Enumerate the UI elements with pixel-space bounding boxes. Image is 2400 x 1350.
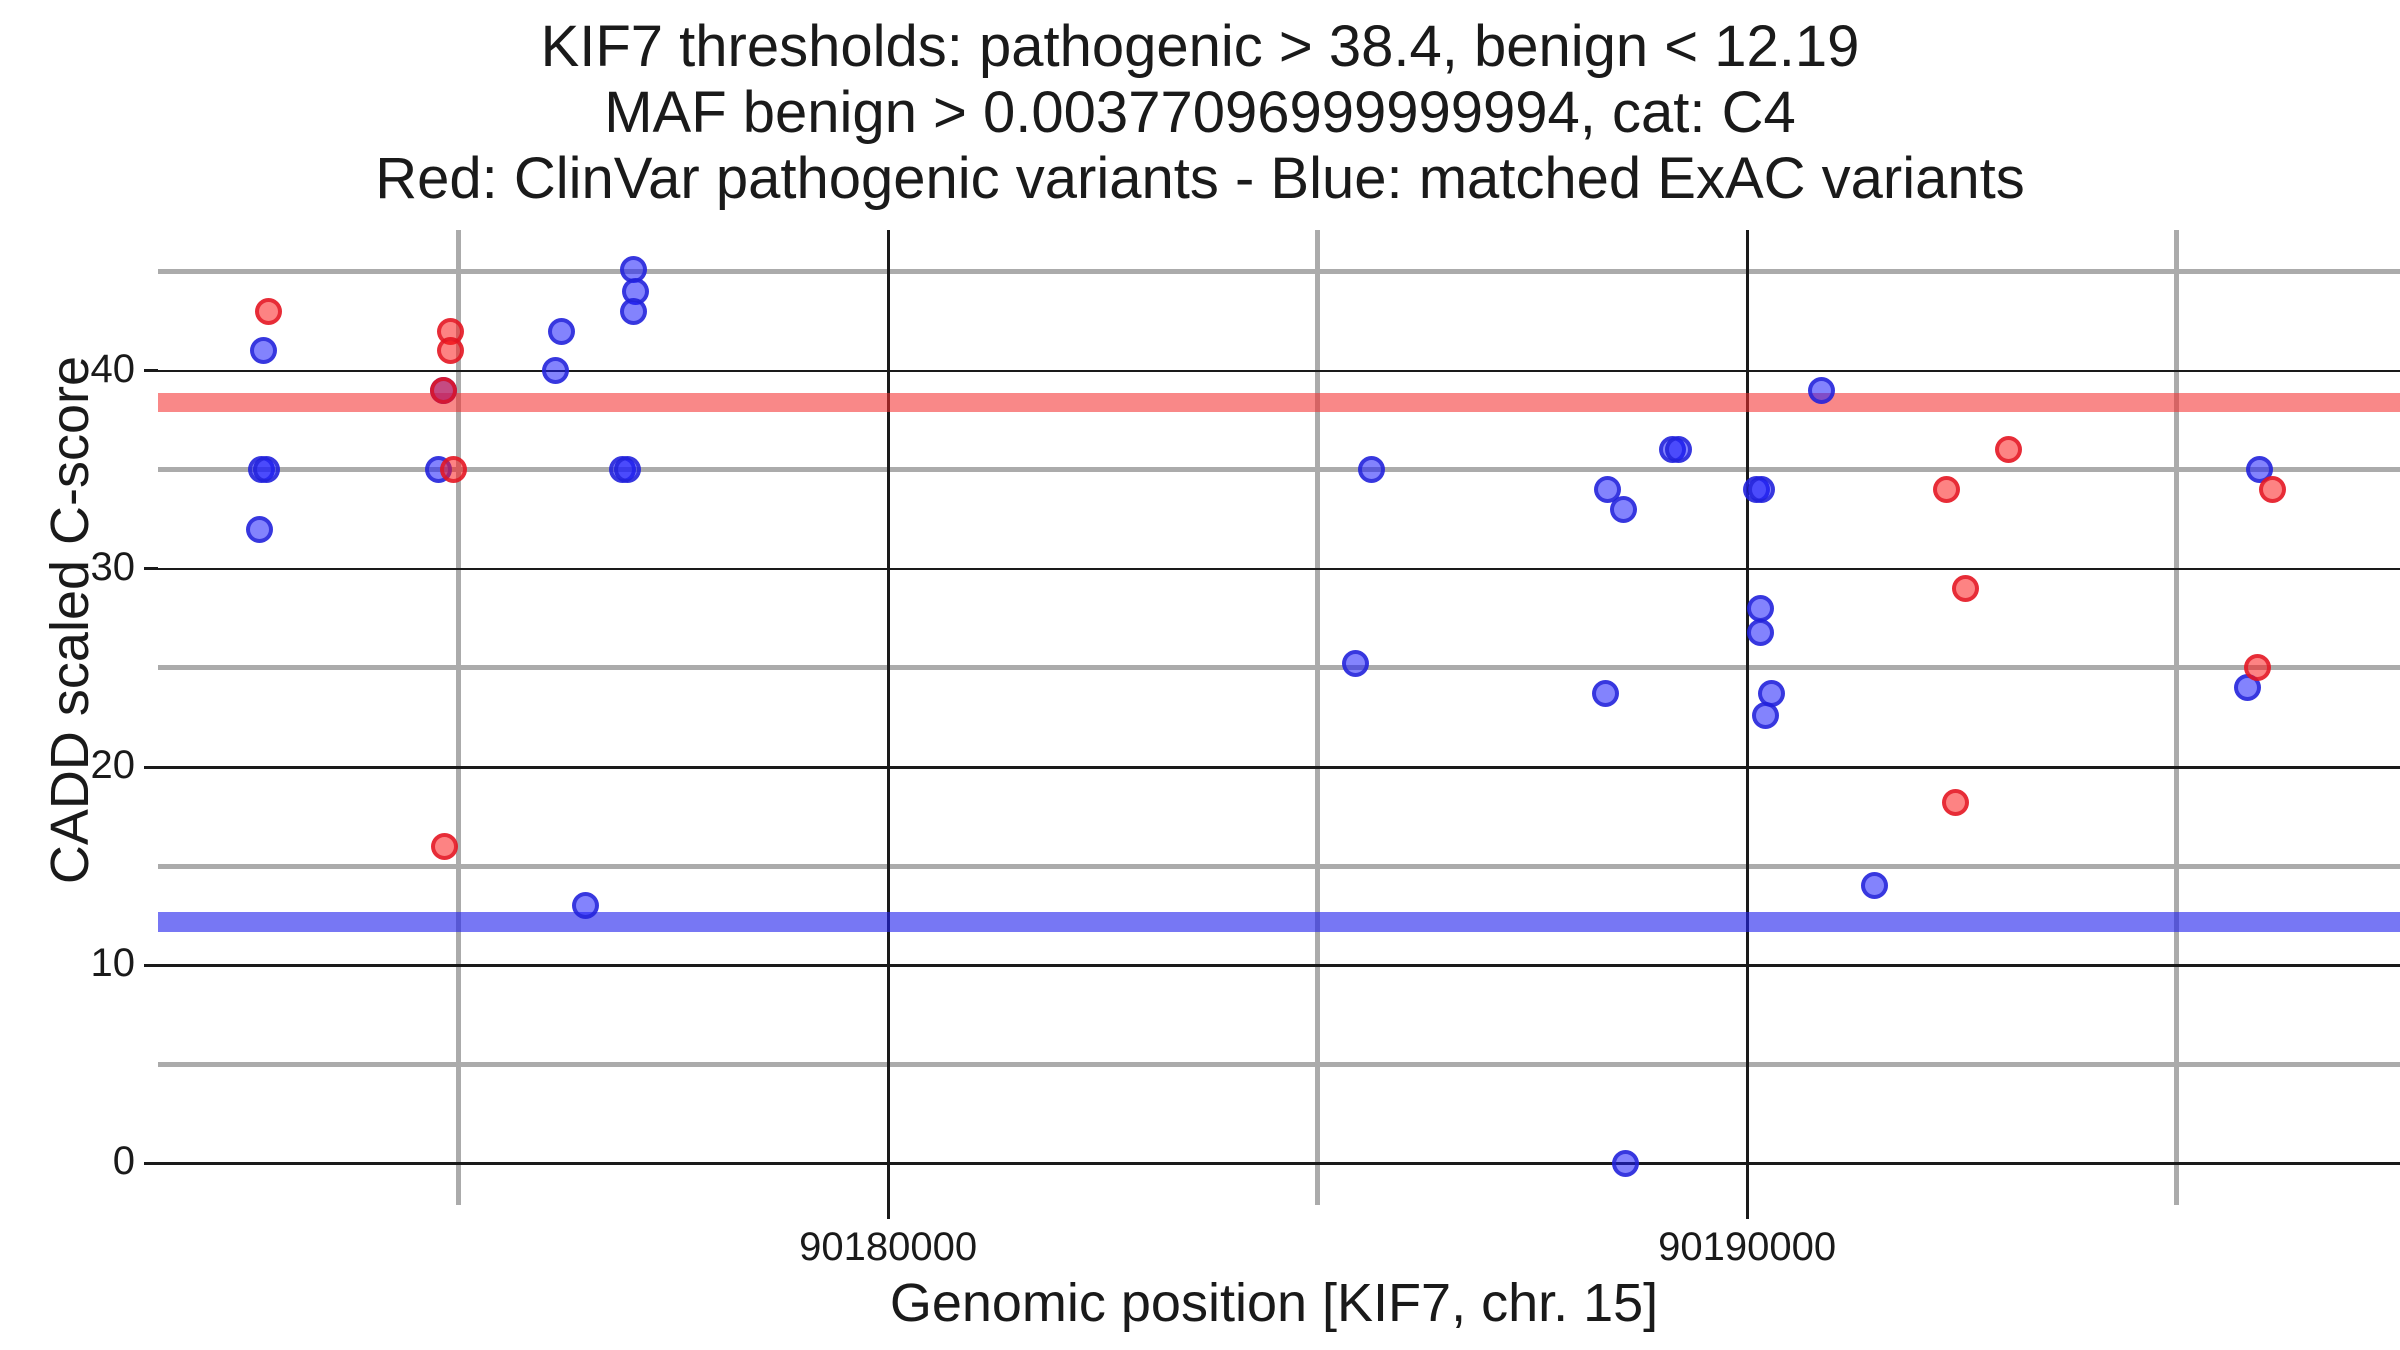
y-tick-label-0: 0 (112, 1139, 135, 1184)
red-variant-point (439, 456, 467, 484)
gridline-minor-x-90185000 (1315, 230, 1321, 1205)
gridline-minor-y-25 (158, 665, 2400, 671)
gridline-major-y-10 (158, 964, 2400, 967)
red-variant-point (255, 297, 283, 325)
red-variant-point (429, 377, 457, 405)
gridline-minor-x-90175000 (456, 230, 462, 1205)
x-axis-title: Genomic position [KIF7, chr. 15] (889, 1273, 1659, 1333)
red-variant-point (1941, 789, 1969, 817)
gridline-minor-x-90195000 (2174, 230, 2180, 1205)
y-tick-mark-20 (144, 765, 158, 769)
red-variant-point (2243, 654, 2271, 682)
red-variant-point (2258, 476, 2286, 504)
chart-title-line-legend: Red: ClinVar pathogenic variants - Blue:… (375, 146, 2025, 211)
gridline-minor-y-15 (158, 863, 2400, 869)
blue-variant-point (1751, 702, 1779, 730)
x-tick-label-90180000: 90180000 (799, 1225, 978, 1269)
gridline-major-x-90190000 (1746, 230, 1749, 1205)
x-tick-mark-90190000 (1745, 1205, 1749, 1219)
y-axis-title: CADD scaled C-score (40, 355, 100, 885)
blue-variant-point (1611, 1149, 1639, 1177)
y-tick-label-40: 40 (90, 346, 136, 391)
blue-variant-point (548, 317, 576, 345)
blue-variant-point (250, 337, 278, 365)
blue-variant-point (1746, 595, 1774, 622)
gridline-major-x-90180000 (887, 230, 890, 1205)
y-tick-label-30: 30 (90, 544, 136, 589)
blue-variant-point (245, 515, 273, 543)
blue-variant-point (1808, 377, 1836, 405)
blue-variant-point (252, 456, 280, 484)
blue-variant-point (1591, 680, 1619, 708)
y-tick-mark-40 (144, 369, 158, 373)
gridline-major-y-20 (158, 766, 2400, 769)
gridline-major-y-40 (158, 369, 2400, 373)
chart-title: KIF7 thresholds: pathogenic > 38.4, beni… (0, 14, 2400, 212)
chart-title-line-maf: MAF benign > 0.00377096999999994, cat: C… (604, 80, 1796, 145)
gridline-major-y-30 (158, 567, 2400, 571)
y-tick-mark-30 (144, 567, 158, 571)
red-variant-point (1951, 575, 1979, 603)
gridline-minor-y-45 (158, 269, 2400, 275)
blue-variant-point (620, 297, 648, 325)
blue-variant-point (1609, 495, 1637, 523)
red-variant-point (1994, 436, 2022, 464)
blue-variant-point (572, 892, 600, 920)
benign-threshold-band (158, 911, 2400, 932)
gridline-major-y-0 (158, 1162, 2400, 1165)
y-tick-mark-0 (144, 1161, 158, 1165)
chart-title-line-thresholds: KIF7 thresholds: pathogenic > 38.4, beni… (540, 14, 1860, 79)
blue-variant-point (614, 456, 642, 484)
blue-variant-point (542, 357, 570, 385)
x-tick-mark-90180000 (886, 1205, 890, 1219)
y-tick-label-20: 20 (90, 743, 136, 788)
blue-variant-point (1748, 476, 1776, 504)
blue-variant-point (1860, 872, 1888, 900)
red-variant-point (437, 337, 465, 365)
blue-variant-point (1341, 650, 1369, 678)
gridline-minor-y-35 (158, 467, 2400, 473)
pathogenic-threshold-band (158, 392, 2400, 413)
red-variant-point (431, 832, 459, 860)
blue-variant-point (1747, 618, 1775, 646)
y-tick-label-10: 10 (90, 941, 136, 986)
x-tick-label-90190000: 90190000 (1658, 1225, 1837, 1269)
y-tick-mark-10 (144, 963, 158, 967)
red-variant-point (1932, 476, 1960, 504)
blue-variant-point (1664, 436, 1692, 464)
blue-variant-point (1358, 456, 1386, 484)
gridline-minor-y-5 (158, 1061, 2400, 1067)
